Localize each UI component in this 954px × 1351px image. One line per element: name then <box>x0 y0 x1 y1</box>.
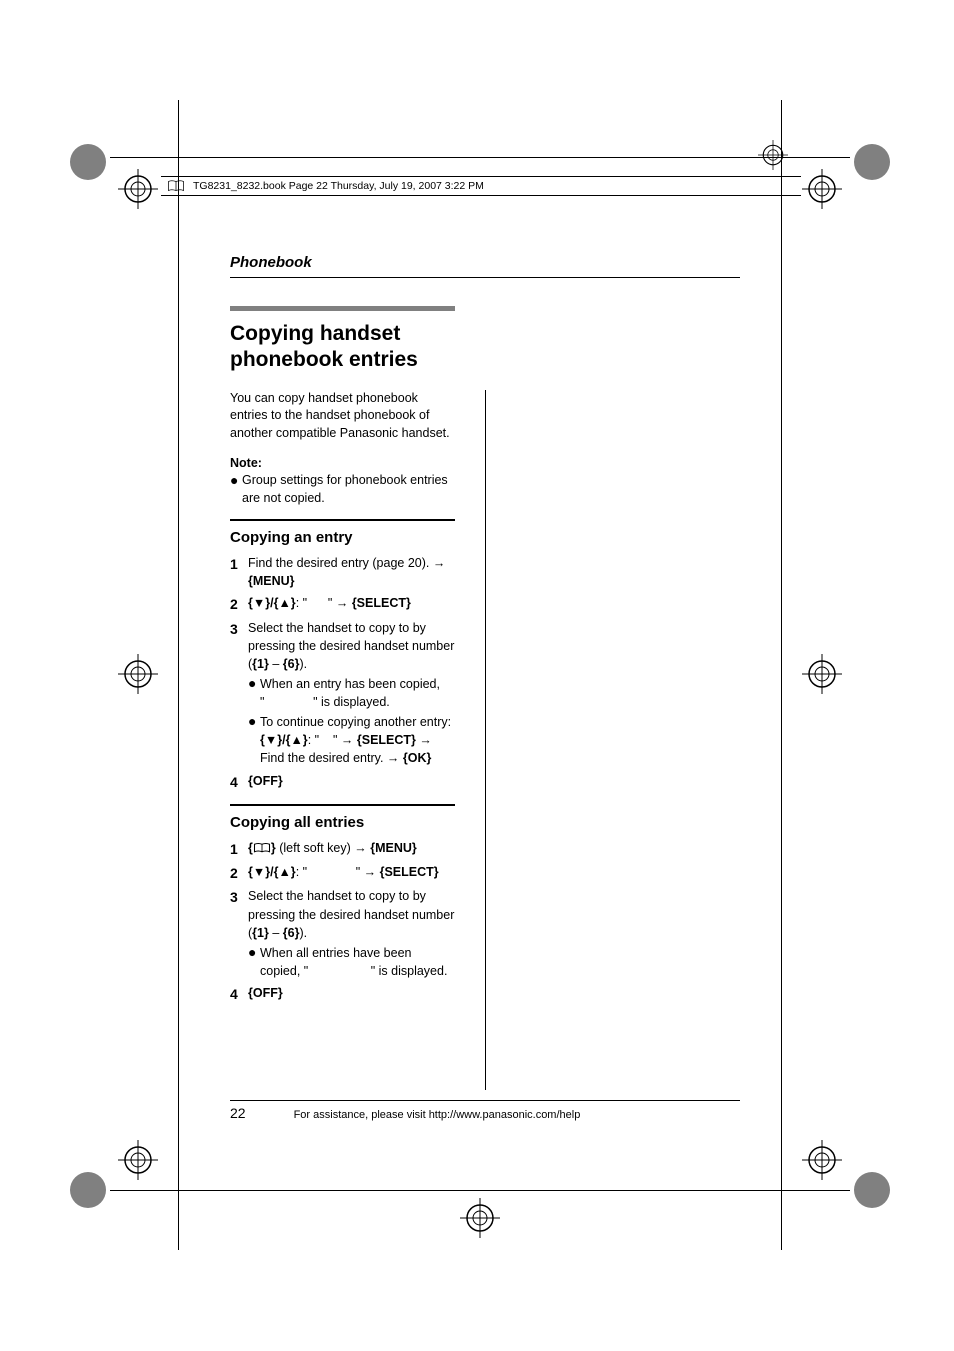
step-text: To continue copying another entry: <box>260 715 451 729</box>
step-text: " <box>328 596 336 610</box>
page-content: Phonebook Copying handset phonebook entr… <box>230 254 740 1090</box>
crosshair-icon <box>118 654 158 694</box>
step-text: Find the desired entry (page 20). <box>248 556 433 570</box>
step-text: ). <box>299 657 307 671</box>
crop-line-left <box>178 100 179 1250</box>
step-text: " is displayed. <box>313 695 390 709</box>
note-bullet-text: Group settings for phonebook entries are… <box>242 472 455 507</box>
step-key: {OFF} <box>248 774 283 788</box>
step-text: : " <box>296 865 307 879</box>
step-key: {SELECT} <box>376 865 439 879</box>
crosshair-icon <box>118 169 158 209</box>
page-number: 22 <box>230 1105 246 1121</box>
section-label: Phonebook <box>230 254 740 271</box>
step-text: : " <box>308 733 319 747</box>
step-key: {1} <box>252 657 269 671</box>
sub-rule <box>230 804 455 806</box>
reg-mark-bottom-left <box>66 1168 110 1212</box>
step-key: {OK} <box>399 751 431 765</box>
step-text: : " <box>296 596 307 610</box>
intro-text: You can copy handset phonebook entries t… <box>230 390 455 443</box>
step-text: " <box>356 865 364 879</box>
reg-mark-bottom-right <box>850 1168 894 1212</box>
step-key: {▼}/{▲} <box>248 596 296 610</box>
step-text: – <box>269 657 283 671</box>
step-key: {SELECT} <box>348 596 411 610</box>
reg-mark-top-left <box>66 140 110 184</box>
sub-rule <box>230 519 455 521</box>
crosshair-icon <box>802 1140 842 1180</box>
main-title: Copying handset phonebook entries <box>230 321 455 374</box>
step-text: (left soft key) <box>276 841 355 855</box>
step-key: {MENU} <box>248 574 295 588</box>
crosshair-icon <box>460 1198 500 1238</box>
crop-line-top <box>110 157 850 158</box>
step-key: {SELECT} <box>353 733 419 747</box>
crosshair-icon <box>802 169 842 209</box>
step-key: {6} <box>283 657 300 671</box>
step-text: Find the desired entry. <box>260 751 387 765</box>
copy-all-heading: Copying all entries <box>230 814 455 831</box>
note-bullet: ● Group settings for phonebook entries a… <box>230 472 455 507</box>
crosshair-icon <box>758 140 788 170</box>
pdf-header-strip: TG8231_8232.book Page 22 Thursday, July … <box>161 176 801 196</box>
step-key: {6} <box>283 926 300 940</box>
step-text: – <box>269 926 283 940</box>
crosshair-icon <box>802 654 842 694</box>
footer-text: For assistance, please visit http://www.… <box>294 1109 581 1121</box>
title-rule <box>230 306 455 311</box>
step-key: {1} <box>252 926 269 940</box>
crosshair-icon <box>118 1140 158 1180</box>
step-key: {▼}/{▲} <box>260 733 308 747</box>
book-strip-icon <box>167 180 185 192</box>
step-key: {▼}/{▲} <box>248 865 296 879</box>
crop-line-right <box>781 100 782 1250</box>
reg-mark-top-right <box>850 140 894 184</box>
page-footer: 22 For assistance, please visit http://w… <box>230 1100 740 1121</box>
step-key: {OFF} <box>248 986 283 1000</box>
copy-entry-steps: 1 Find the desired entry (page 20). → {M… <box>230 554 455 792</box>
pdf-header-text: TG8231_8232.book Page 22 Thursday, July … <box>193 177 484 195</box>
step-text: " is displayed. <box>371 964 448 978</box>
step-text: " <box>333 733 341 747</box>
section-rule <box>230 277 740 278</box>
crop-line-bottom <box>110 1190 850 1191</box>
left-column: You can copy handset phonebook entries t… <box>230 390 455 1090</box>
note-label: Note: <box>230 456 455 470</box>
step-key: {MENU} <box>367 841 417 855</box>
copy-entry-heading: Copying an entry <box>230 529 455 546</box>
phonebook-icon <box>253 842 271 854</box>
step-text: ). <box>299 926 307 940</box>
column-divider <box>485 390 486 1090</box>
copy-all-steps: 1 {} (left soft key) → {MENU} 2 {▼}/{▲}:… <box>230 839 455 1005</box>
right-column <box>516 390 740 1090</box>
